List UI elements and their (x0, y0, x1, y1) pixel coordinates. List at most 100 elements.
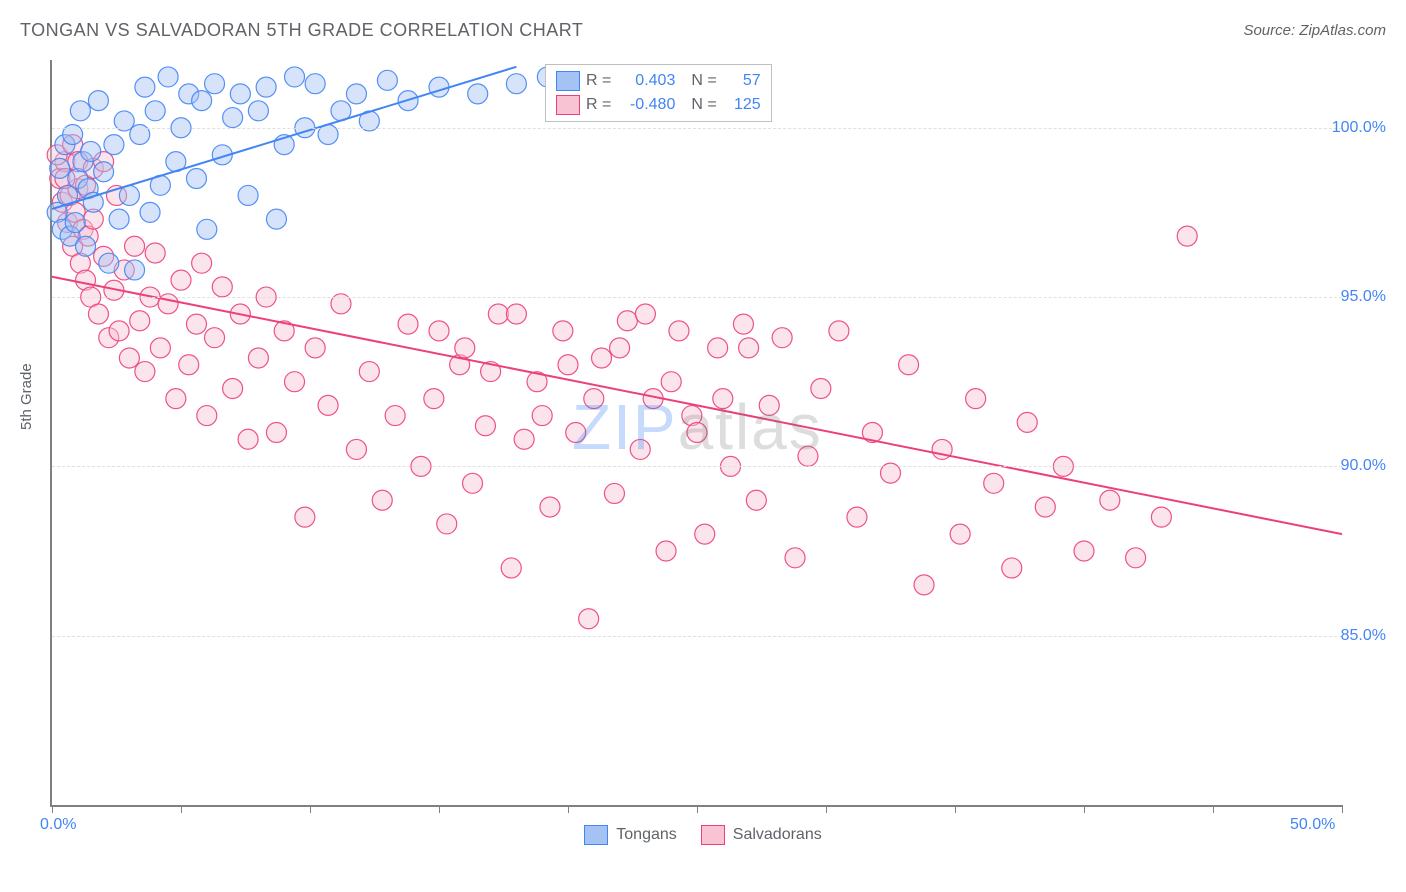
legend-swatch (556, 95, 580, 115)
scatter-point (455, 338, 475, 358)
x-tick (1084, 805, 1085, 813)
scatter-point (811, 378, 831, 398)
scatter-point (305, 74, 325, 94)
legend-item: Salvadorans (701, 825, 822, 845)
scatter-point (829, 321, 849, 341)
scatter-point (248, 348, 268, 368)
legend-row: R =-0.480N =125 (556, 93, 761, 117)
scatter-point (285, 372, 305, 392)
scatter-point (540, 497, 560, 517)
scatter-point (256, 77, 276, 97)
scatter-point (285, 67, 305, 87)
scatter-point (739, 338, 759, 358)
scatter-point (1002, 558, 1022, 578)
gridline-h (52, 128, 1342, 129)
scatter-point (223, 378, 243, 398)
legend-item: Tongans (584, 825, 677, 845)
gridline-h (52, 636, 1342, 637)
scatter-point (186, 314, 206, 334)
scatter-point (746, 490, 766, 510)
scatter-point (197, 406, 217, 426)
scatter-point (566, 423, 586, 443)
scatter-point (604, 483, 624, 503)
scatter-point (1100, 490, 1120, 510)
scatter-point (713, 389, 733, 409)
scatter-point (950, 524, 970, 544)
scatter-point (592, 348, 612, 368)
scatter-point (119, 348, 139, 368)
scatter-point (145, 243, 165, 263)
scatter-point (205, 328, 225, 348)
scatter-point (398, 314, 418, 334)
legend-r-value: -0.480 (617, 96, 675, 114)
y-axis-label: 5th Grade (18, 363, 35, 430)
legend-n-value: 57 (723, 72, 761, 90)
scatter-point (99, 253, 119, 273)
scatter-point (158, 67, 178, 87)
scatter-point (305, 338, 325, 358)
scatter-point (630, 439, 650, 459)
scatter-point (186, 169, 206, 189)
source-label: Source: ZipAtlas.com (1243, 22, 1386, 39)
x-tick-label: 50.0% (1290, 816, 1335, 834)
scatter-point (346, 84, 366, 104)
scatter-point (372, 490, 392, 510)
x-tick (439, 805, 440, 813)
scatter-point (81, 141, 101, 161)
scatter-point (501, 558, 521, 578)
correlation-legend: R =0.403N =57R =-0.480N =125 (545, 64, 772, 122)
legend-swatch (701, 825, 725, 845)
scatter-point (192, 91, 212, 111)
chart-container: TONGAN VS SALVADORAN 5TH GRADE CORRELATI… (0, 0, 1406, 892)
scatter-point (88, 304, 108, 324)
scatter-point (785, 548, 805, 568)
scatter-point (847, 507, 867, 527)
scatter-point (656, 541, 676, 561)
scatter-point (532, 406, 552, 426)
scatter-point (109, 209, 129, 229)
scatter-point (109, 321, 129, 341)
scatter-point (212, 277, 232, 297)
scatter-point (135, 77, 155, 97)
x-tick (568, 805, 569, 813)
x-tick (181, 805, 182, 813)
scatter-point (171, 270, 191, 290)
scatter-point (558, 355, 578, 375)
scatter-point (205, 74, 225, 94)
scatter-point (104, 135, 124, 155)
scatter-point (223, 108, 243, 128)
x-tick (52, 805, 53, 813)
scatter-point (238, 185, 258, 205)
y-tick-label: 85.0% (1341, 627, 1386, 645)
scatter-point (135, 362, 155, 382)
legend-series-label: Salvadorans (733, 826, 822, 844)
scatter-point (475, 416, 495, 436)
legend-r-value: 0.403 (617, 72, 675, 90)
x-tick-label: 0.0% (40, 816, 76, 834)
gridline-h (52, 297, 1342, 298)
scatter-point (346, 439, 366, 459)
scatter-point (617, 311, 637, 331)
scatter-point (70, 101, 90, 121)
scatter-point (266, 423, 286, 443)
scatter-point (584, 389, 604, 409)
plot-area: ZIPatlas (50, 60, 1342, 807)
scatter-point (88, 91, 108, 111)
scatter-point (468, 84, 488, 104)
scatter-point (669, 321, 689, 341)
scatter-point (385, 406, 405, 426)
x-tick (826, 805, 827, 813)
chart-svg (52, 60, 1342, 805)
scatter-point (1035, 497, 1055, 517)
y-tick-label: 100.0% (1332, 119, 1386, 137)
scatter-point (610, 338, 630, 358)
scatter-point (506, 304, 526, 324)
scatter-point (914, 575, 934, 595)
scatter-point (553, 321, 573, 341)
scatter-point (140, 202, 160, 222)
scatter-point (708, 338, 728, 358)
x-tick (697, 805, 698, 813)
legend-n-label: N = (691, 96, 716, 114)
scatter-point (437, 514, 457, 534)
scatter-point (266, 209, 286, 229)
